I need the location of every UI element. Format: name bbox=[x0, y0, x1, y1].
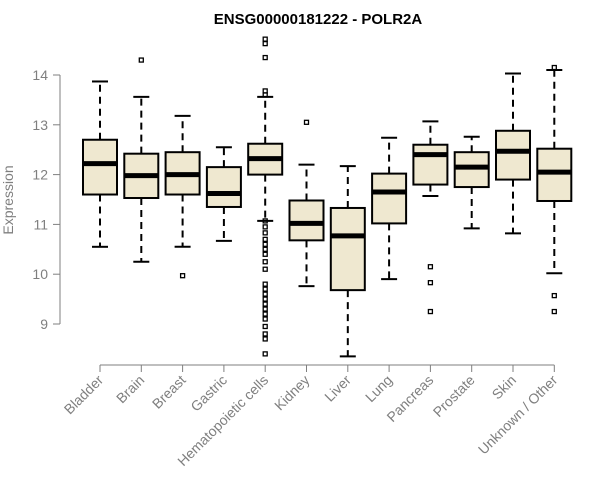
outlier-point bbox=[179, 273, 186, 279]
outlier-point bbox=[262, 336, 268, 342]
x-tick-label: Skin bbox=[489, 372, 520, 403]
box-breast bbox=[164, 114, 201, 279]
outlier-point bbox=[551, 292, 557, 299]
outlier-point bbox=[262, 306, 268, 312]
outlier-point bbox=[262, 224, 268, 230]
outlier-point bbox=[262, 266, 268, 272]
outlier-point bbox=[262, 241, 268, 247]
box-brain bbox=[123, 57, 160, 263]
outlier-point bbox=[262, 259, 268, 265]
iqr-box bbox=[412, 143, 449, 186]
chart-title: ENSG00000181222 - POLR2A bbox=[214, 11, 423, 28]
outlier-point bbox=[262, 54, 268, 61]
x-tick-label: Breast bbox=[149, 372, 189, 412]
y-tick-label: 13 bbox=[32, 117, 48, 133]
outlier-point bbox=[262, 296, 268, 302]
outlier-point bbox=[427, 280, 434, 286]
outlier-point bbox=[303, 119, 310, 125]
box-kidney bbox=[288, 119, 325, 288]
iqr-box bbox=[329, 206, 366, 292]
iqr-box bbox=[371, 172, 408, 225]
box-liver bbox=[329, 165, 366, 358]
iqr-box bbox=[82, 138, 118, 196]
outlier-point bbox=[262, 251, 268, 257]
x-tick-label: Liver bbox=[321, 372, 354, 405]
y-axis-label: Expression bbox=[0, 165, 16, 234]
box-lung bbox=[371, 136, 408, 281]
y-tick-label: 12 bbox=[32, 167, 48, 183]
box-gastric bbox=[205, 146, 242, 242]
outlier-point bbox=[262, 316, 268, 322]
outlier-point bbox=[262, 323, 268, 330]
x-tick-label: Prostate bbox=[430, 372, 478, 420]
outlier-point bbox=[262, 236, 268, 242]
box-unknown-other bbox=[536, 64, 573, 315]
boxes bbox=[82, 36, 573, 358]
y-tick-label: 11 bbox=[33, 216, 48, 232]
outlier-point bbox=[262, 92, 268, 98]
outlier-point bbox=[262, 301, 268, 307]
box-skin bbox=[495, 72, 531, 235]
outlier-point bbox=[262, 230, 268, 236]
outlier-point bbox=[551, 308, 557, 315]
outlier-point bbox=[427, 308, 434, 315]
box-prostate bbox=[453, 135, 490, 230]
outlier-point bbox=[262, 351, 268, 357]
y-tick-label: 14 bbox=[32, 67, 48, 83]
outlier-point bbox=[427, 264, 434, 270]
iqr-box bbox=[205, 166, 242, 208]
outlier-point bbox=[262, 311, 268, 317]
outlier-point bbox=[262, 291, 268, 297]
outlier-point bbox=[262, 40, 268, 47]
outlier-point bbox=[551, 64, 557, 71]
box-hematopoietic-cells bbox=[247, 36, 284, 357]
x-tick-label: Bladder bbox=[61, 372, 107, 418]
outlier-point bbox=[262, 246, 268, 252]
box-bladder bbox=[82, 80, 118, 248]
x-tick-label: Brain bbox=[113, 372, 147, 406]
outlier-point bbox=[262, 331, 268, 337]
outlier-point bbox=[262, 218, 268, 224]
iqr-box bbox=[495, 129, 531, 181]
y-tick-label: 9 bbox=[40, 316, 48, 332]
y-tick-label: 10 bbox=[32, 266, 48, 282]
x-tick-label: Kidney bbox=[271, 372, 313, 414]
iqr-box bbox=[288, 199, 325, 242]
x-tick-label: Lung bbox=[362, 372, 395, 405]
y-axis: 9 10 11 12 13 14 bbox=[32, 67, 61, 332]
outlier-point bbox=[262, 281, 268, 287]
outlier-point bbox=[262, 286, 268, 292]
box-pancreas bbox=[412, 120, 449, 315]
outlier-point bbox=[138, 57, 144, 63]
iqr-box bbox=[536, 147, 573, 202]
outlier-point bbox=[262, 36, 268, 42]
